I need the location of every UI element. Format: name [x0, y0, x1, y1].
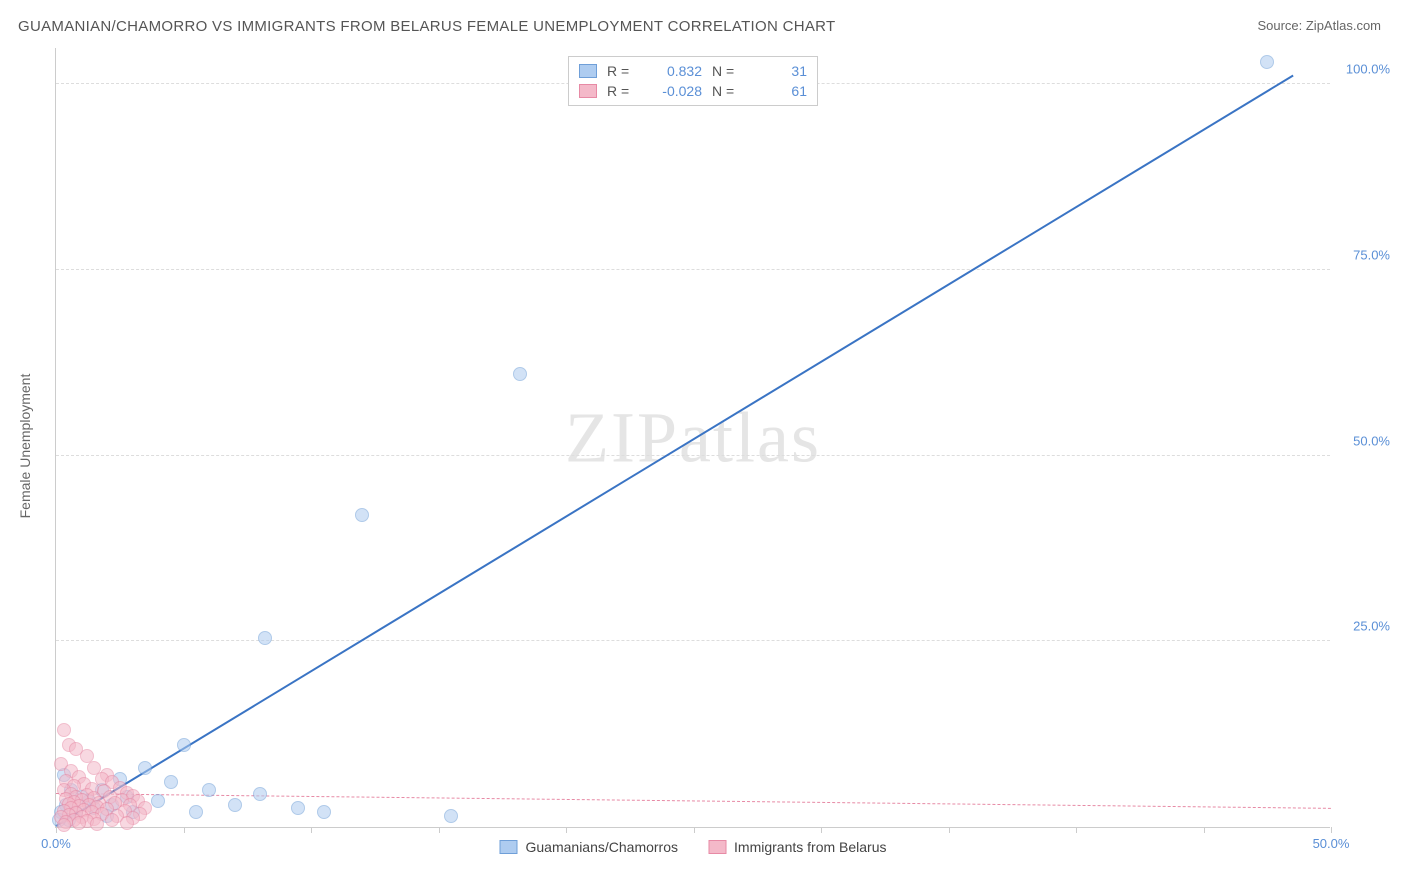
- y-tick-label: 25.0%: [1353, 619, 1390, 634]
- x-tick: [1204, 827, 1205, 833]
- x-tick-label: 0.0%: [41, 836, 71, 851]
- trend-line-0: [55, 75, 1293, 827]
- chart-container: GUAMANIAN/CHAMORRO VS IMMIGRANTS FROM BE…: [0, 0, 1406, 892]
- x-tick: [311, 827, 312, 833]
- x-tick: [439, 827, 440, 833]
- data-point: [258, 631, 272, 645]
- legend-swatch: [579, 84, 597, 98]
- legend-row: R = 0.832 N = 31: [579, 61, 807, 81]
- y-tick-label: 75.0%: [1353, 247, 1390, 262]
- x-tick: [1331, 827, 1332, 833]
- series-legend: Guamanians/Chamorros Immigrants from Bela…: [500, 839, 887, 855]
- plot-area: ZIPatlas 25.0%50.0%75.0%100.0%0.0%50.0%R…: [55, 48, 1330, 828]
- x-tick: [821, 827, 822, 833]
- r-value: -0.028: [647, 83, 702, 99]
- data-point: [72, 816, 86, 830]
- chart-title: GUAMANIAN/CHAMORRO VS IMMIGRANTS FROM BE…: [18, 18, 836, 35]
- x-tick: [184, 827, 185, 833]
- data-point: [120, 816, 134, 830]
- n-label: N =: [712, 63, 742, 79]
- y-axis-label: Female Unemployment: [17, 374, 33, 519]
- data-point: [202, 783, 216, 797]
- y-tick-label: 100.0%: [1346, 62, 1390, 77]
- data-point: [253, 787, 267, 801]
- x-tick-label: 50.0%: [1313, 836, 1350, 851]
- data-point: [444, 809, 458, 823]
- r-label: R =: [607, 83, 637, 99]
- data-point: [177, 738, 191, 752]
- data-point: [151, 794, 165, 808]
- x-tick: [1076, 827, 1077, 833]
- r-label: R =: [607, 63, 637, 79]
- trend-line-1: [56, 793, 1331, 809]
- x-tick: [694, 827, 695, 833]
- data-point: [513, 367, 527, 381]
- n-value: 31: [752, 63, 807, 79]
- grid-line: [56, 269, 1330, 270]
- n-label: N =: [712, 83, 742, 99]
- n-value: 61: [752, 83, 807, 99]
- correlation-legend: R = 0.832 N = 31 R = -0.028 N = 61: [568, 56, 818, 106]
- grid-line: [56, 455, 1330, 456]
- legend-swatch: [500, 840, 518, 854]
- data-point: [355, 508, 369, 522]
- data-point: [105, 813, 119, 827]
- legend-label: Guamanians/Chamorros: [526, 839, 679, 855]
- legend-swatch: [579, 64, 597, 78]
- x-tick: [949, 827, 950, 833]
- grid-line: [56, 640, 1330, 641]
- legend-item: Immigrants from Belarus: [708, 839, 886, 855]
- legend-row: R = -0.028 N = 61: [579, 81, 807, 101]
- data-point: [57, 723, 71, 737]
- data-point: [189, 805, 203, 819]
- y-tick-label: 50.0%: [1353, 433, 1390, 448]
- data-point: [138, 761, 152, 775]
- data-point: [164, 775, 178, 789]
- legend-swatch: [708, 840, 726, 854]
- data-point: [228, 798, 242, 812]
- data-point: [291, 801, 305, 815]
- r-value: 0.832: [647, 63, 702, 79]
- legend-item: Guamanians/Chamorros: [500, 839, 679, 855]
- legend-label: Immigrants from Belarus: [734, 839, 886, 855]
- source-label: Source: ZipAtlas.com: [1257, 18, 1381, 33]
- data-point: [57, 818, 71, 832]
- data-point: [1260, 55, 1274, 69]
- data-point: [90, 817, 104, 831]
- data-point: [317, 805, 331, 819]
- x-tick: [566, 827, 567, 833]
